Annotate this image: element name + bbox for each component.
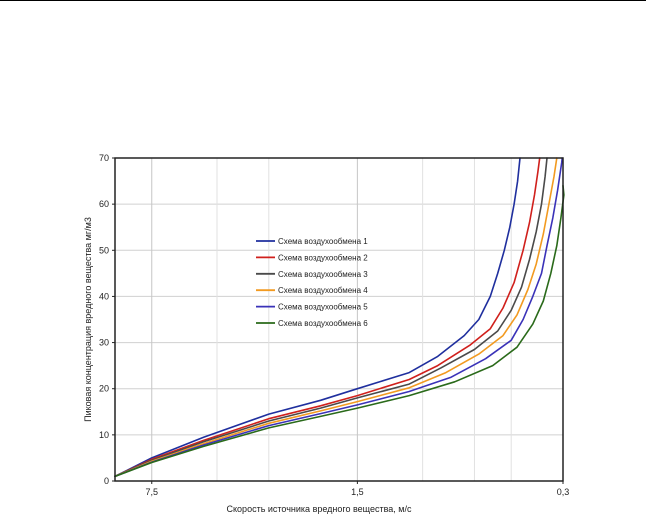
y-axis-label: Пиковая концентрация вредного вещества м…	[83, 217, 93, 422]
legend-label-6: Схема воздухообмена 6	[278, 319, 368, 328]
series-line-5	[114, 157, 563, 478]
series-line-3	[114, 157, 548, 478]
x-tick-label: 7,5	[145, 487, 158, 497]
y-tick-label: 40	[99, 291, 109, 301]
y-tick-label: 10	[99, 430, 109, 440]
series-lines	[114, 157, 565, 478]
series-line-2	[114, 157, 541, 478]
series-line-6	[114, 184, 565, 478]
x-tick-label: 1,5	[351, 487, 364, 497]
y-tick-label: 30	[99, 338, 109, 348]
plot-area	[115, 158, 563, 481]
x-tick-label: 0,3	[557, 487, 570, 497]
y-tick-label: 60	[99, 199, 109, 209]
page-top-rule	[0, 0, 646, 1]
legend-label-3: Схема воздухообмена 3	[278, 270, 368, 279]
chart-legend: Схема воздухообмена 1 Схема воздухообмена…	[256, 237, 368, 328]
series-line-4	[114, 157, 558, 478]
y-tick-label: 70	[99, 153, 109, 163]
legend-label-4: Схема воздухообмена 4	[278, 286, 368, 295]
x-axis-label: Скорость источника вредного вещества, м/…	[227, 504, 412, 514]
y-axis-ticks: 0 10 20 30 40 50 60 70	[99, 153, 115, 486]
y-tick-label: 20	[99, 384, 109, 394]
series-line-1	[114, 157, 521, 478]
legend-label-1: Схема воздухообмена 1	[278, 237, 368, 246]
x-axis-ticks: 7,5 1,5 0,3	[145, 481, 569, 497]
legend-label-5: Схема воздухообмена 5	[278, 303, 368, 312]
y-tick-label: 50	[99, 245, 109, 255]
plot-frame	[114, 157, 564, 482]
y-tick-label: 0	[104, 476, 109, 486]
legend-label-2: Схема воздухообмена 2	[278, 253, 368, 262]
